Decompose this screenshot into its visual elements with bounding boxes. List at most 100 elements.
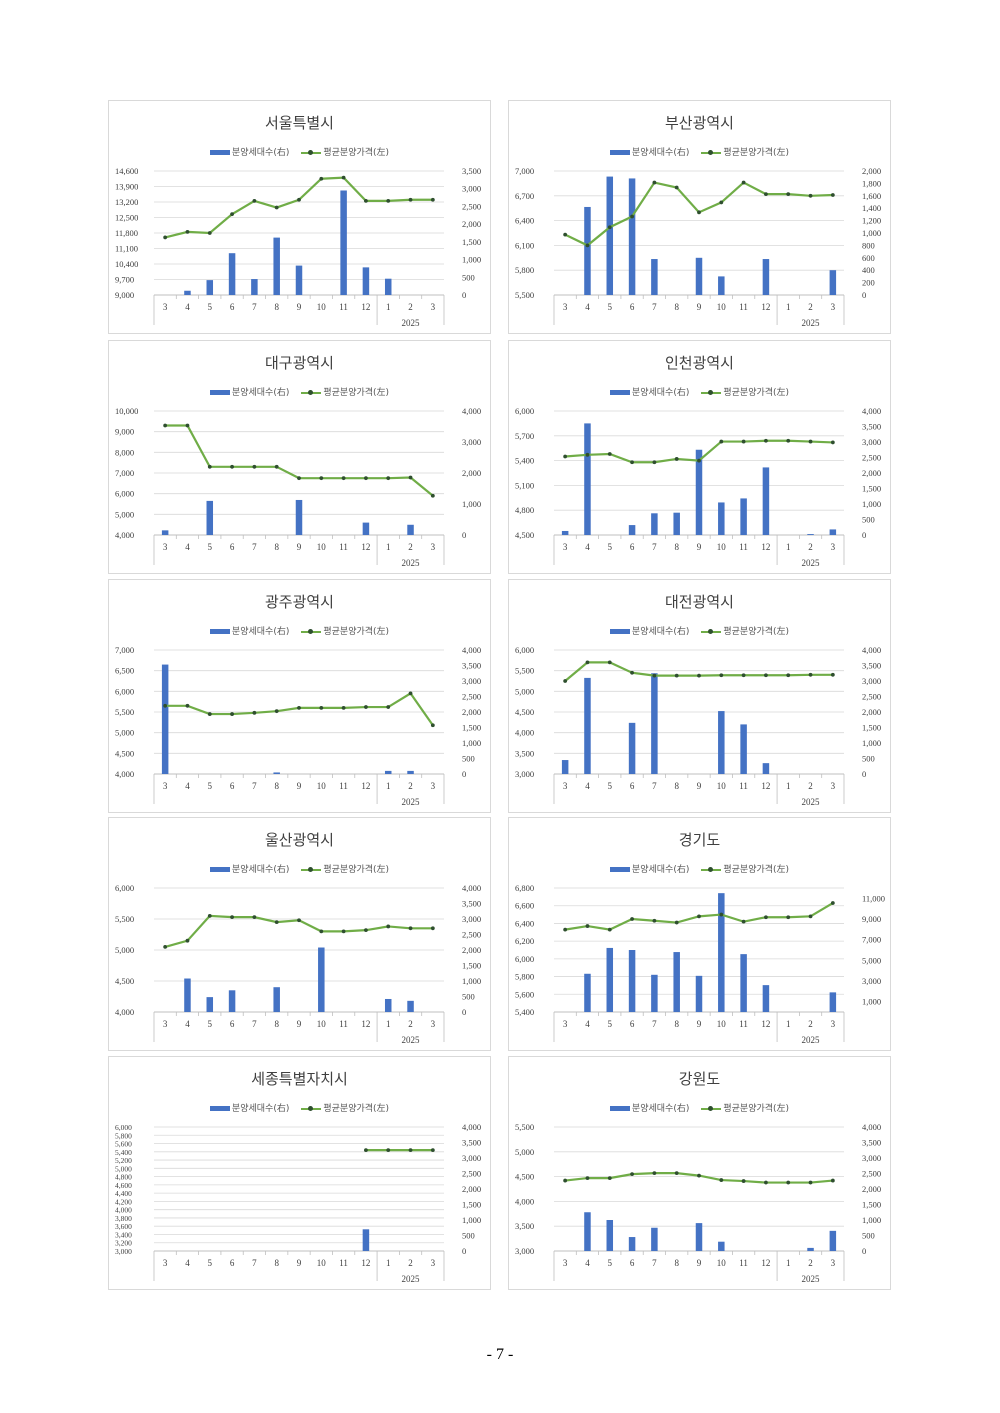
line-point — [764, 673, 768, 678]
line-point — [719, 1178, 724, 1182]
line-point — [430, 1148, 435, 1153]
y-left-tick-label: 4,200 — [115, 1197, 132, 1206]
bar — [740, 498, 747, 535]
y-left-tick-label: 4,000 — [115, 530, 134, 540]
line-point — [563, 679, 568, 683]
line-point — [630, 1172, 634, 1177]
legend-line-marker — [708, 389, 714, 395]
y-left-tick-label: 9,700 — [115, 275, 134, 285]
legend-bar-entry: 분양세대수(右) — [209, 145, 290, 158]
line-point — [252, 710, 257, 715]
y-right-tick-label: 3,500 — [462, 661, 481, 671]
line-point — [163, 235, 168, 240]
x-tick-label: 4 — [185, 542, 190, 552]
legend-line-label: 평균분양가격(左) — [323, 1104, 390, 1114]
chart-panel: 강원도 분양세대수(右) 평균분양가격(左) 3,000 3,500 4,000 4,500… — [508, 1056, 891, 1290]
line-point — [719, 200, 724, 205]
y-left-tick-label: 5,500 — [115, 707, 134, 717]
y-left-tick-label: 5,800 — [115, 1131, 132, 1140]
chart-legend: 분양세대수(右) 평균분양가격(左) — [509, 385, 890, 398]
legend-bar-label: 분양세대수(右) — [231, 148, 290, 158]
bar — [228, 253, 236, 295]
y-left-tick-label: 4,800 — [115, 1173, 132, 1182]
y-right-tick-label: 400 — [862, 265, 875, 275]
x-tick-label: 8 — [674, 1019, 679, 1029]
bar — [718, 893, 725, 1012]
x-tick-label: 5 — [208, 1258, 213, 1268]
x-tick-label: 4 — [585, 1258, 590, 1268]
x-tick-label: 9 — [697, 302, 702, 312]
y-left-tick-label: 6,600 — [515, 901, 534, 911]
y-left-tick-label: 5,000 — [115, 945, 134, 955]
y-right-tick-label: 11,000 — [862, 893, 885, 903]
line-point — [386, 198, 391, 203]
chart-title: 경기도 — [678, 831, 721, 849]
line-point — [341, 929, 346, 934]
line-point — [607, 660, 612, 665]
legend-bar-swatch — [209, 867, 230, 872]
line-point — [185, 938, 190, 943]
y-right-tick-label: 5,000 — [862, 955, 881, 965]
y-right-tick-label: 1,800 — [862, 178, 881, 188]
bar — [318, 947, 325, 1012]
x-tick-label: 1 — [386, 1258, 391, 1268]
bar — [807, 1247, 814, 1251]
x-tick-label: 1 — [386, 781, 391, 791]
legend-bar-label: 분양세대수(右) — [231, 388, 290, 398]
legend-line-swatch — [301, 149, 322, 155]
legend-line-swatch — [701, 1105, 722, 1111]
y-left-tick-label: 4,500 — [515, 1172, 534, 1182]
line-point — [764, 192, 768, 197]
line-point — [830, 1178, 835, 1183]
x-tick-label: 9 — [297, 302, 302, 312]
y-left-tick-label: 7,000 — [115, 468, 134, 478]
bar — [762, 467, 770, 535]
y-right-tick-label: 3,000 — [462, 184, 481, 194]
chart-title: 세종특별자치시 — [251, 1070, 348, 1088]
line-point — [585, 1176, 590, 1180]
y-right-tick-label: 1,000 — [462, 1215, 481, 1225]
legend-bar-entry: 분양세대수(右) — [609, 1101, 689, 1114]
y-right-tick-label: 2,500 — [462, 201, 481, 211]
y-right-tick-label: 4,000 — [462, 645, 481, 655]
legend-line-entry: 평균분양가격(左) — [301, 145, 389, 158]
line-point — [430, 197, 435, 202]
x-tick-label: 2 — [408, 542, 413, 552]
line-point — [585, 924, 590, 928]
chart-plot: 3,000 3,500 4,000 4,500 5,000 5,500 0 500 1,000 1… — [515, 1122, 881, 1284]
x-tick-label: 3 — [163, 1258, 168, 1268]
x-tick-label: 11 — [339, 781, 348, 791]
y-left-tick-label: 3,400 — [115, 1230, 132, 1239]
x-tick-label: 9 — [697, 542, 702, 552]
y-right-tick-label: 4,000 — [862, 645, 881, 655]
line-point — [585, 452, 590, 457]
bar — [807, 534, 814, 535]
y-right-tick-label: 2,000 — [862, 166, 881, 176]
legend-line-marker — [308, 389, 314, 395]
y-left-tick-label: 6,800 — [515, 883, 534, 893]
chart-legend: 분양세대수(右) 평균분양가격(左) — [109, 1101, 490, 1114]
x-tick-label: 9 — [697, 781, 702, 791]
y-right-tick-label: 4,000 — [462, 406, 481, 416]
x-tick-label: 1 — [386, 1019, 391, 1029]
y-right-tick-label: 1,000 — [462, 738, 481, 748]
line-point — [364, 198, 368, 203]
x-tick-label: 8 — [674, 542, 679, 552]
y-right-tick-label: 500 — [862, 1231, 875, 1241]
line-point — [207, 231, 212, 235]
bar — [829, 529, 837, 535]
line-point — [697, 1173, 701, 1178]
y-right-tick-label: 2,000 — [462, 945, 481, 955]
legend-line-marker — [708, 149, 714, 155]
x-tick-label: 3 — [831, 1258, 836, 1268]
chart-title: 대구광역시 — [264, 354, 334, 372]
y-left-tick-label: 5,400 — [515, 1007, 534, 1017]
y-right-tick-label: 600 — [862, 253, 875, 263]
x-tick-label: 7 — [652, 1258, 657, 1268]
x-tick-label: 10 — [717, 1019, 727, 1029]
x-tick-label: 4 — [185, 302, 190, 312]
year-label: 2025 — [802, 1274, 821, 1284]
bar — [584, 1212, 591, 1251]
line-point — [697, 673, 701, 678]
bar — [829, 1230, 837, 1251]
